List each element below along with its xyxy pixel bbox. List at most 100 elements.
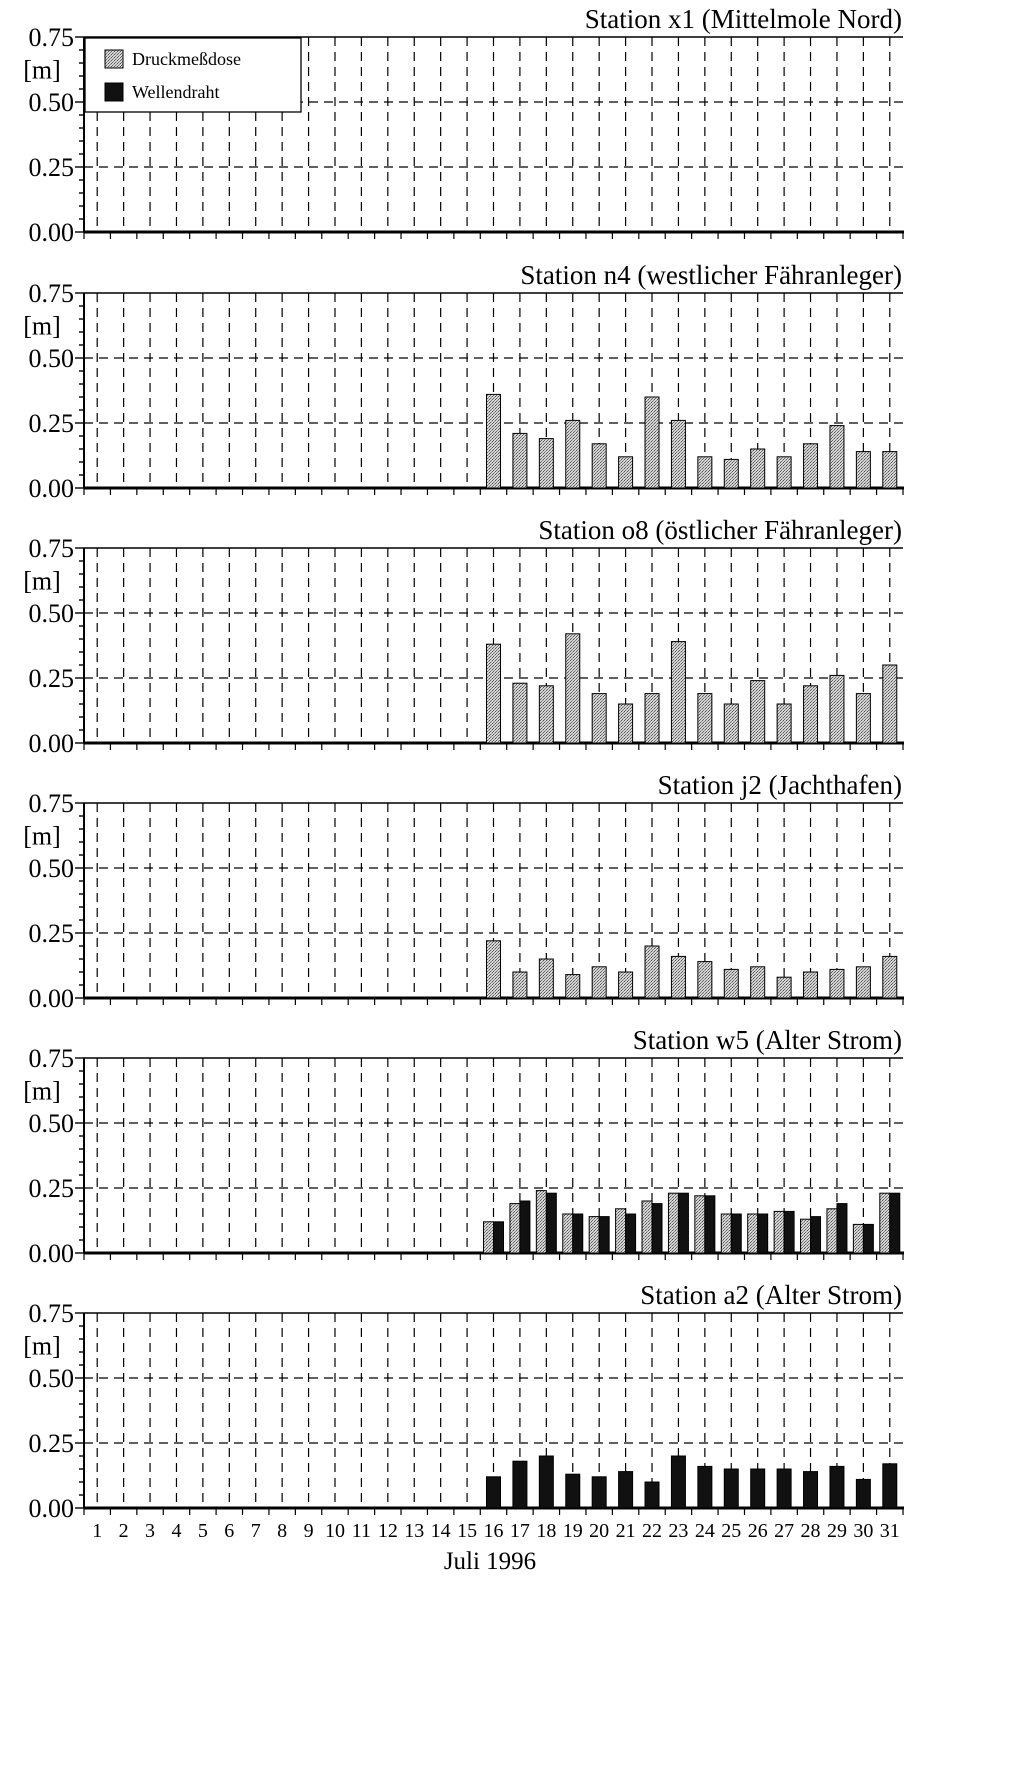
- bar-druckmessdose: [800, 1218, 812, 1254]
- bar-druckmessdose: [855, 451, 871, 489]
- bar-druckmessdose: [776, 976, 792, 999]
- x-tick-label: 3: [145, 1520, 155, 1542]
- bar-druckmessdose: [747, 1213, 759, 1254]
- x-tick-label: 30: [853, 1520, 873, 1542]
- x-tick-label: 23: [668, 1520, 688, 1542]
- bar-wellendraht: [644, 1481, 660, 1509]
- legend-swatch-wellendraht: [104, 82, 124, 102]
- x-tick-label: 17: [510, 1520, 530, 1542]
- y-tick-label: 0.00: [29, 984, 75, 1013]
- y-tick-label: 0.25: [29, 1174, 75, 1203]
- bar-druckmessdose: [697, 456, 713, 489]
- bar-druckmessdose: [486, 940, 501, 999]
- bar-druckmessdose: [644, 945, 660, 999]
- x-tick-label: 13: [404, 1520, 424, 1542]
- bar-druckmessdose: [803, 971, 819, 999]
- bar-druckmessdose: [750, 680, 766, 744]
- x-tick-label: 14: [431, 1520, 451, 1542]
- bar-druckmessdose: [512, 682, 528, 744]
- panel-title: Station a2 (Alter Strom): [640, 1280, 902, 1310]
- bar-druckmessdose: [750, 966, 766, 999]
- bar-druckmessdose: [803, 443, 819, 489]
- legend-swatch-druckmessdose: [104, 49, 124, 69]
- bar-druckmessdose: [509, 1203, 521, 1254]
- bar-wellendraht: [618, 1471, 634, 1509]
- bar-wellendraht: [889, 1192, 901, 1254]
- bar-druckmessdose: [670, 641, 686, 744]
- bar-wellendraht: [723, 1468, 739, 1509]
- y-tick-label: 0.50: [29, 599, 75, 628]
- x-tick-label: 7: [251, 1520, 261, 1542]
- bar-druckmessdose: [855, 966, 871, 999]
- bar-wellendraht: [651, 1203, 663, 1254]
- bar-druckmessdose: [565, 419, 581, 489]
- bar-druckmessdose: [618, 971, 634, 999]
- bar-druckmessdose: [776, 703, 792, 744]
- bar-druckmessdose: [723, 703, 739, 744]
- x-tick-label: 9: [304, 1520, 314, 1542]
- bar-druckmessdose: [852, 1223, 864, 1254]
- bar-druckmessdose: [829, 968, 845, 999]
- bar-wellendraht: [538, 1455, 554, 1509]
- legend-label-wellendraht: Wellendraht: [132, 82, 220, 102]
- bar-wellendraht: [519, 1200, 531, 1254]
- bar-druckmessdose: [565, 633, 581, 744]
- bar-wellendraht: [855, 1478, 871, 1509]
- y-tick-label: 0.75: [29, 789, 75, 818]
- bar-druckmessdose: [565, 974, 581, 999]
- bar-wellendraht: [704, 1195, 716, 1254]
- bar-druckmessdose: [670, 955, 686, 999]
- bar-druckmessdose: [750, 448, 766, 489]
- x-tick-label: 29: [827, 1520, 847, 1542]
- bar-wellendraht: [730, 1213, 742, 1254]
- bar-druckmessdose: [562, 1213, 574, 1254]
- bar-druckmessdose: [829, 425, 845, 489]
- x-axis-label: Juli 1996: [444, 1548, 536, 1575]
- bar-druckmessdose: [882, 664, 898, 744]
- bar-wellendraht: [783, 1210, 795, 1254]
- y-tick-label: 0.75: [29, 279, 75, 308]
- bar-druckmessdose: [670, 419, 686, 489]
- bar-druckmessdose: [644, 396, 660, 489]
- y-tick-label: 0.50: [29, 1109, 75, 1138]
- bar-druckmessdose: [591, 966, 607, 999]
- bar-druckmessdose: [588, 1216, 600, 1254]
- bar-druckmessdose: [697, 961, 713, 999]
- y-axis-unit-label: [m]: [23, 822, 61, 851]
- y-tick-label: 0.25: [29, 1429, 75, 1458]
- panel-title: Station x1 (Mittelmole Nord): [585, 4, 902, 34]
- bar-wellendraht: [750, 1468, 766, 1509]
- y-tick-label: 0.00: [29, 1494, 75, 1523]
- bar-wellendraht: [862, 1223, 874, 1254]
- y-tick-label: 0.50: [29, 344, 75, 373]
- panel-title: Station n4 (westlicher Fähranleger): [520, 260, 902, 290]
- bar-druckmessdose: [776, 456, 792, 489]
- bar-druckmessdose: [694, 1195, 706, 1254]
- y-axis-unit-label: [m]: [23, 1077, 61, 1106]
- x-tick-label: 25: [721, 1520, 741, 1542]
- y-axis-unit-label: [m]: [23, 312, 61, 341]
- x-tick-label: 24: [695, 1520, 715, 1542]
- bar-druckmessdose: [535, 1190, 547, 1254]
- bar-wellendraht: [625, 1213, 637, 1254]
- x-tick-label: 16: [484, 1520, 504, 1542]
- y-tick-label: 0.00: [29, 474, 75, 503]
- bar-druckmessdose: [723, 968, 739, 999]
- y-tick-label: 0.75: [29, 534, 75, 563]
- bar-druckmessdose: [618, 703, 634, 744]
- bar-druckmessdose: [723, 458, 739, 489]
- y-tick-label: 0.75: [29, 23, 75, 52]
- bar-druckmessdose: [591, 443, 607, 489]
- bar-wellendraht: [882, 1463, 898, 1509]
- x-tick-label: 15: [457, 1520, 477, 1542]
- y-axis-unit-label: [m]: [23, 567, 61, 596]
- bar-wellendraht: [493, 1221, 504, 1254]
- bar-druckmessdose: [538, 958, 554, 999]
- y-axis-unit-label: [m]: [23, 1332, 61, 1361]
- bar-druckmessdose: [591, 693, 607, 744]
- y-tick-label: 0.50: [29, 1364, 75, 1393]
- x-tick-label: 20: [589, 1520, 609, 1542]
- y-tick-label: 0.75: [29, 1299, 75, 1328]
- x-tick-label: 21: [616, 1520, 636, 1542]
